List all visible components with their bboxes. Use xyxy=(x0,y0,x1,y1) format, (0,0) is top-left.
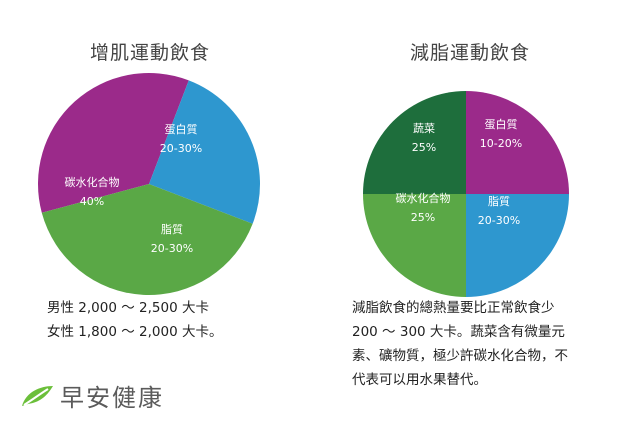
note-line: 200 ～ 300 大卡。蔬菜含有微量元 xyxy=(352,324,565,340)
note-line: 男性 2,000 ～ 2,500 大卡 xyxy=(47,300,209,316)
note-line: 代表可以用水果替代。 xyxy=(352,372,487,388)
slice-value-label: 40% xyxy=(80,195,104,208)
brand-name: 早安健康 xyxy=(60,384,164,412)
pie-slice xyxy=(363,194,466,297)
pie-slice xyxy=(149,80,260,224)
leaf-icon xyxy=(22,385,53,406)
chart-title-muscle-gain: 增肌運動飲食 xyxy=(89,42,210,64)
pie-slice xyxy=(466,194,569,297)
slice-value-label: 20-30% xyxy=(160,142,202,155)
pie-slice xyxy=(41,184,253,295)
slice-label: 脂質 xyxy=(488,194,510,208)
pie-slice xyxy=(37,72,189,213)
slice-value-label: 10-20% xyxy=(480,137,522,150)
slice-value-label: 25% xyxy=(412,141,436,154)
note-line: 減脂飲食的總熱量要比正常飲食少 xyxy=(352,300,555,316)
slice-label: 碳水化合物 xyxy=(65,175,120,189)
chart-title-fat-loss: 減脂運動飲食 xyxy=(409,42,530,64)
calorie-note-muscle-gain: 男性 2,000 ～ 2,500 大卡 女性 1,800 ～ 2,000 大卡。 xyxy=(47,296,307,344)
slice-value-label: 20-30% xyxy=(478,214,520,227)
slice-label: 碳水化合物 xyxy=(396,191,451,205)
brand-logo: 早安健康 xyxy=(20,378,164,413)
slice-label: 蔬菜 xyxy=(413,122,435,135)
pie-slice xyxy=(466,91,569,194)
slice-label: 脂質 xyxy=(161,222,183,236)
slice-value-label: 20-30% xyxy=(151,242,193,255)
slice-label: 蛋白質 xyxy=(165,122,198,136)
pie-chart-muscle-gain: 蛋白質 20-30% 脂質 20-30% 碳水化合物 40% xyxy=(37,72,260,295)
slice-label: 蛋白質 xyxy=(485,117,518,131)
slice-value-label: 25% xyxy=(411,211,435,224)
pie-slice xyxy=(363,91,466,194)
note-line: 女性 1,800 ～ 2,000 大卡。 xyxy=(47,324,223,340)
note-line: 素、礦物質，極少許碳水化合物，不 xyxy=(352,348,568,364)
pie-chart-fat-loss: 蛋白質 10-20% 脂質 20-30% 碳水化合物 25% 蔬菜 25% xyxy=(363,91,569,297)
calorie-note-fat-loss: 減脂飲食的總熱量要比正常飲食少 200 ～ 300 大卡。蔬菜含有微量元 素、礦… xyxy=(352,296,614,392)
